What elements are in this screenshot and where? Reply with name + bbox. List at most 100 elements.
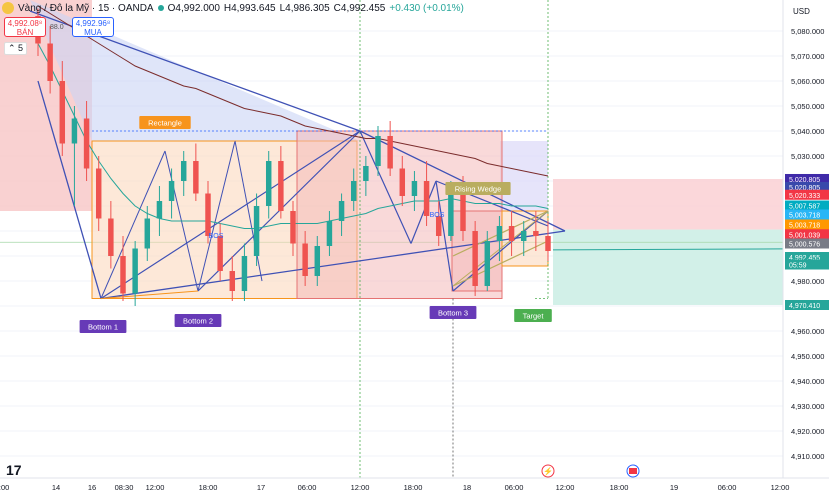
candle-body <box>302 243 308 276</box>
candle-body <box>496 226 503 241</box>
sell-button[interactable]: 4,992.08⁸ BÁN <box>4 17 46 37</box>
price-tick-label: 5,060.000 <box>791 77 824 86</box>
price-tick-label: 5,030.000 <box>791 152 824 161</box>
trend-line <box>435 180 454 292</box>
candle-body <box>375 136 381 166</box>
candle-body <box>132 248 138 294</box>
candle-body <box>108 218 114 256</box>
price-tick-label: 5,070.000 <box>791 52 824 61</box>
price-tick-label: 4,910.000 <box>791 452 824 461</box>
candle-body <box>472 231 478 286</box>
stop-loss-zone <box>553 179 783 230</box>
price-tag-box <box>785 219 829 230</box>
candle-body <box>545 236 551 251</box>
candle-body <box>278 161 284 211</box>
symbol-title[interactable]: Vàng / Đô la Mỹ · 15 · OANDA <box>18 2 154 14</box>
moving-average-line <box>37 5 549 177</box>
lightning-icon[interactable]: ⚡ <box>541 464 555 478</box>
time-tick-label: 06:00 <box>505 483 524 492</box>
trend-line <box>197 140 236 292</box>
pattern-label: Bottom 3 <box>438 309 468 318</box>
ohlc-open: O4,992.000 <box>167 2 220 14</box>
price-tag-box <box>785 173 829 184</box>
pattern-label-box <box>514 309 552 322</box>
price-tag-label: 4,992.455 <box>789 255 820 262</box>
price-tag-label: 5,020.333 <box>789 193 820 200</box>
time-axis[interactable]: 7:00 14 16 08:30 12:00 18:00 17 06:00 12:00 18:00… <box>0 477 829 492</box>
time-tick-label: 08:30 <box>115 483 134 492</box>
candle-body <box>193 161 199 194</box>
tradingview-logo[interactable]: 17 <box>6 462 22 478</box>
bos-label: BOS <box>430 212 445 219</box>
market-status-dot <box>157 5 164 11</box>
trend-line <box>452 210 549 292</box>
candle-body <box>326 221 333 246</box>
buy-button[interactable]: 4,992.96⁸ MUA <box>72 17 114 37</box>
candles <box>35 8 551 306</box>
candle-body <box>533 231 539 236</box>
wedge-shade <box>500 141 548 211</box>
candle-body <box>399 168 406 196</box>
trend-line <box>100 150 166 299</box>
candle-body <box>435 216 442 236</box>
pattern-labels: Rectangle Rising Wedge Bottom 1 Bottom 2 Bot… <box>79 116 552 333</box>
pattern-label: Target <box>523 312 545 321</box>
price-tag-box <box>785 300 829 310</box>
price-tick-label: 4,940.000 <box>791 377 824 386</box>
ohlc-low: L4,986.305 <box>279 2 330 14</box>
candle-body <box>180 161 187 181</box>
currency-label[interactable]: USD <box>793 7 810 16</box>
pattern-label: Bottom 1 <box>88 323 118 332</box>
candle-body <box>241 256 248 291</box>
price-tick-label: 5,080.000 <box>791 27 824 36</box>
candle-body <box>448 191 454 236</box>
price-tag-label: 5,003.718 <box>789 213 820 220</box>
price-tag-label: 5,000.576 <box>789 242 820 249</box>
price-tag-box <box>785 209 829 220</box>
bottom-trendline <box>37 80 102 299</box>
price-tick-label: 5,050.000 <box>791 102 824 111</box>
time-tick-label: 18:00 <box>404 483 423 492</box>
time-tick-label: 17 <box>257 483 265 492</box>
time-tick-label: 12:00 <box>146 483 165 492</box>
candle-body <box>47 43 53 81</box>
price-tag-label: 5,003.718 <box>789 223 820 230</box>
time-tick-label: 14 <box>52 483 60 492</box>
price-tick-label: 4,960.000 <box>791 327 824 336</box>
indicators-toggle-button[interactable]: ⌃ 5 <box>4 42 28 55</box>
pattern-label-box <box>79 320 127 333</box>
candle-body <box>484 241 491 286</box>
candle-body <box>387 136 393 169</box>
wedge-lower <box>452 240 549 287</box>
pattern-label-box <box>139 116 191 129</box>
symbol-header: Vàng / Đô la Mỹ · 15 · OANDA O4,992.000 … <box>2 2 464 14</box>
price-tag-box <box>785 252 829 262</box>
ohlc-change: +0.430 (+0.01%) <box>389 2 464 14</box>
candle-body <box>59 81 66 144</box>
pattern-label: Rectangle <box>148 119 182 128</box>
candle-body <box>120 256 126 294</box>
candle-body <box>229 271 236 291</box>
time-tick-label: 12:00 <box>351 483 370 492</box>
gold-icon <box>2 2 14 14</box>
time-tick-label: 12:00 <box>771 483 790 492</box>
candle-body <box>520 231 527 241</box>
flag-icon[interactable] <box>626 464 640 478</box>
time-tick-label: 16 <box>88 483 96 492</box>
time-tick-label: 18:00 <box>199 483 218 492</box>
time-tick-label: 12:00 <box>556 483 575 492</box>
candle-body <box>253 206 260 256</box>
candle-body <box>423 181 430 216</box>
price-tag-label: 5,020.805 <box>789 177 820 184</box>
take-profit-zone <box>553 229 783 305</box>
candle-body <box>508 226 515 241</box>
candle-body <box>217 236 223 271</box>
spread-value: 88.0 <box>50 24 64 31</box>
pattern-label-box <box>445 182 511 195</box>
trend-line <box>234 140 263 282</box>
price-tick-label: 4,930.000 <box>791 402 824 411</box>
buy-label: MUA <box>84 28 102 37</box>
current-price-line <box>552 248 784 251</box>
candle-body <box>71 118 78 144</box>
